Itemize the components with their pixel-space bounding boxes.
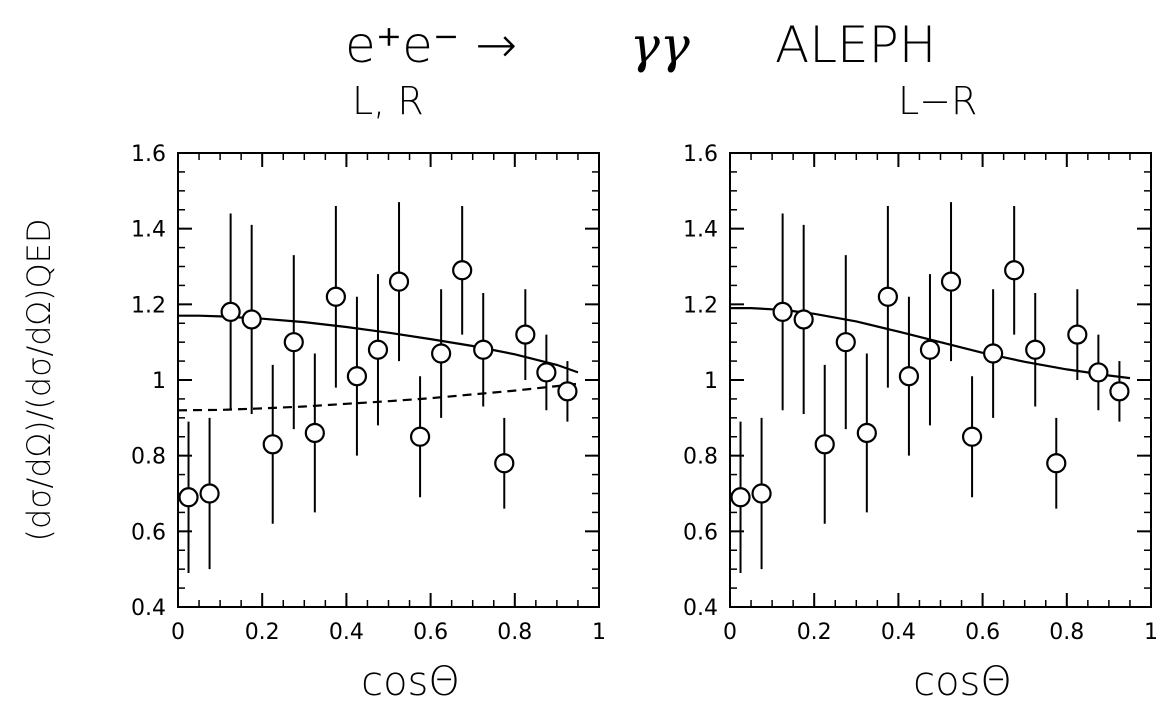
y-tick-label: 1.4 (683, 218, 718, 243)
data-point (856, 422, 877, 444)
data-point (793, 309, 814, 330)
data-point (751, 483, 772, 504)
x-tick-label: 0.4 (329, 620, 364, 645)
y-tick-label: 1.6 (131, 142, 166, 167)
y-tick-label: 1.2 (131, 293, 166, 318)
panel-label-left: L, R (352, 79, 424, 123)
data-point (1025, 339, 1046, 360)
title-experiment: ALEPH (775, 16, 936, 74)
x-tick-label: 0.8 (1049, 620, 1084, 645)
data-point (178, 487, 199, 508)
title-process: e⁺e⁻ → (345, 16, 517, 74)
y-tick-label: 0.6 (683, 520, 718, 545)
solid-curve (730, 307, 1131, 380)
x-axis-label: cosΘ (913, 659, 1012, 705)
y-tick-label: 1.6 (683, 142, 718, 167)
y-tick-label: 0.6 (131, 520, 166, 545)
data-point (367, 339, 389, 360)
y-tick-label: 0.8 (131, 445, 166, 470)
data-point (536, 362, 557, 383)
data-point (1046, 453, 1067, 474)
x-tick-label: 0.6 (413, 620, 448, 645)
data-point (409, 426, 431, 447)
x-tick-label: 0.2 (245, 620, 280, 645)
x-tick-label: 1 (1144, 620, 1158, 645)
chart-panel-right: 0 0.2 0.4 0.6 0.8 1 0.4 0.6 0.8 1 1.2 1.4 1.6 cosΘ (683, 142, 1158, 705)
data-point (346, 366, 368, 387)
y-tick-label: 1 (152, 369, 166, 394)
data-point (1109, 381, 1130, 402)
y-tick-label: 0.4 (131, 596, 166, 621)
header: e⁺e⁻ → γγ ALEPH L, R L−R (345, 16, 977, 123)
data-point (304, 422, 325, 444)
data-point (1067, 324, 1088, 345)
y-tick-label: 0.8 (683, 445, 718, 470)
data-point (919, 339, 941, 360)
x-tick-label: 0 (171, 620, 185, 645)
chart-panel-left: 0 0.2 0.4 0.6 0.8 1 0.4 0.6 0.8 1 1.2 1.4 1.6 cosΘ (131, 142, 606, 705)
data-point (220, 301, 241, 322)
x-tick-label: 0 (723, 620, 737, 645)
data-point (983, 343, 1004, 364)
data-point (961, 426, 983, 447)
data-point (730, 487, 751, 508)
data-point (557, 381, 578, 402)
plot-frame (177, 152, 600, 608)
data-point (473, 339, 494, 360)
data-point (772, 301, 793, 322)
y-tick-label: 0.4 (683, 596, 718, 621)
data-point (431, 343, 452, 364)
data-point (898, 366, 920, 387)
data-point (452, 260, 473, 281)
data-point (325, 286, 346, 307)
data-point (1088, 362, 1109, 383)
data-point (835, 332, 856, 353)
x-tick-label: 0.8 (497, 620, 532, 645)
data-point (241, 309, 262, 330)
x-axis-label: cosΘ (361, 659, 460, 705)
data-point (388, 271, 410, 292)
data-point (283, 332, 304, 353)
data-point (199, 483, 220, 504)
data-point (262, 434, 283, 455)
data-point (877, 286, 898, 307)
data-point (940, 271, 962, 292)
data-point (494, 453, 515, 474)
x-tick-label: 0.2 (797, 620, 832, 645)
y-tick-label: 1 (704, 369, 718, 394)
panel-label-right: L−R (898, 79, 977, 123)
title-photons: γγ (630, 16, 690, 74)
solid-curve (178, 314, 579, 374)
x-tick-label: 0.6 (965, 620, 1000, 645)
x-tick-label: 1 (592, 620, 606, 645)
y-axis-label: (dσ/dΩ)/(dσ/dΩ)QED (20, 218, 58, 541)
data-point (1004, 260, 1025, 281)
plot-frame (729, 152, 1152, 608)
x-tick-label: 0.4 (881, 620, 916, 645)
dashed-curve (177, 382, 579, 412)
data-point (814, 434, 835, 455)
y-tick-label: 1.2 (683, 293, 718, 318)
y-tick-label: 1.4 (131, 218, 166, 243)
data-point (515, 324, 536, 345)
